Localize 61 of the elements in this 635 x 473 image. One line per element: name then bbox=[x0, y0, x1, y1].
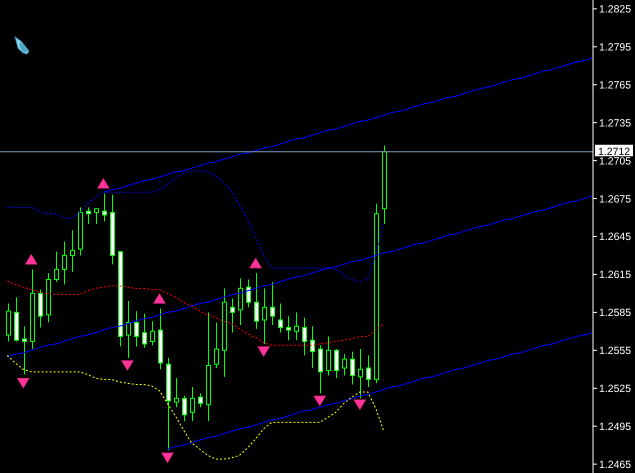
candlestick bbox=[350, 351, 355, 385]
candlestick bbox=[134, 310, 139, 348]
candlestick bbox=[366, 354, 371, 388]
point bbox=[161, 452, 174, 464]
candlestick bbox=[22, 326, 27, 375]
y-tick-label: 1.2765 bbox=[599, 79, 632, 92]
candlestick bbox=[70, 230, 75, 272]
candlestick bbox=[198, 392, 203, 408]
candlestick bbox=[302, 316, 307, 356]
candlestick bbox=[270, 282, 275, 326]
y-tick-label: 1.2615 bbox=[599, 269, 632, 282]
candlestick bbox=[326, 336, 331, 376]
candlestick bbox=[126, 300, 131, 358]
candlestick bbox=[182, 395, 187, 422]
y-tick-label: 1.2645 bbox=[599, 231, 632, 244]
line-series bbox=[6, 354, 384, 460]
candlestick bbox=[334, 348, 339, 379]
candlestick bbox=[342, 354, 347, 376]
candlestick bbox=[278, 303, 283, 334]
y-tick-label: 1.2525 bbox=[599, 382, 632, 395]
candlestick bbox=[294, 312, 299, 341]
point bbox=[354, 399, 366, 410]
y-tick-label: 1.2675 bbox=[599, 193, 632, 206]
point bbox=[24, 254, 38, 265]
point bbox=[153, 293, 166, 304]
line-series bbox=[166, 332, 593, 450]
candlestick bbox=[230, 298, 235, 334]
candlestick bbox=[174, 378, 179, 408]
y-tick-label: 1.2465 bbox=[599, 458, 632, 471]
y-tick-label: 1.2705 bbox=[599, 155, 632, 168]
point bbox=[16, 378, 30, 389]
candlestick bbox=[94, 208, 99, 224]
y-tick-label: 1.2555 bbox=[599, 345, 632, 358]
candlestick bbox=[86, 206, 91, 224]
candlestick bbox=[142, 313, 147, 348]
point bbox=[257, 346, 270, 357]
candlestick bbox=[310, 326, 315, 369]
point bbox=[121, 360, 134, 371]
point bbox=[97, 178, 110, 189]
candlestick bbox=[246, 279, 251, 308]
candlestick bbox=[238, 278, 243, 326]
point bbox=[313, 396, 326, 406]
candlestick bbox=[358, 348, 363, 399]
candlestick bbox=[286, 316, 291, 341]
ref-line-label: 1.2712 bbox=[598, 146, 630, 158]
candlestick bbox=[38, 289, 43, 328]
candlestick bbox=[62, 241, 67, 286]
candlestick bbox=[214, 322, 219, 369]
candlestick bbox=[54, 251, 59, 283]
y-tick-label: 1.2825 bbox=[599, 4, 632, 16]
candlestick bbox=[150, 320, 155, 346]
y-tick-label: 1.2795 bbox=[599, 42, 632, 54]
candlestick bbox=[102, 193, 107, 222]
candlestick bbox=[254, 272, 259, 330]
candlestick bbox=[190, 386, 195, 422]
candlestick bbox=[318, 344, 323, 394]
y-tick-label: 1.2495 bbox=[599, 420, 632, 433]
point bbox=[249, 258, 262, 268]
candlestick bbox=[262, 288, 267, 344]
y-tick-label: 1.2735 bbox=[599, 117, 632, 130]
y-tick-label: 1.2585 bbox=[599, 307, 632, 320]
